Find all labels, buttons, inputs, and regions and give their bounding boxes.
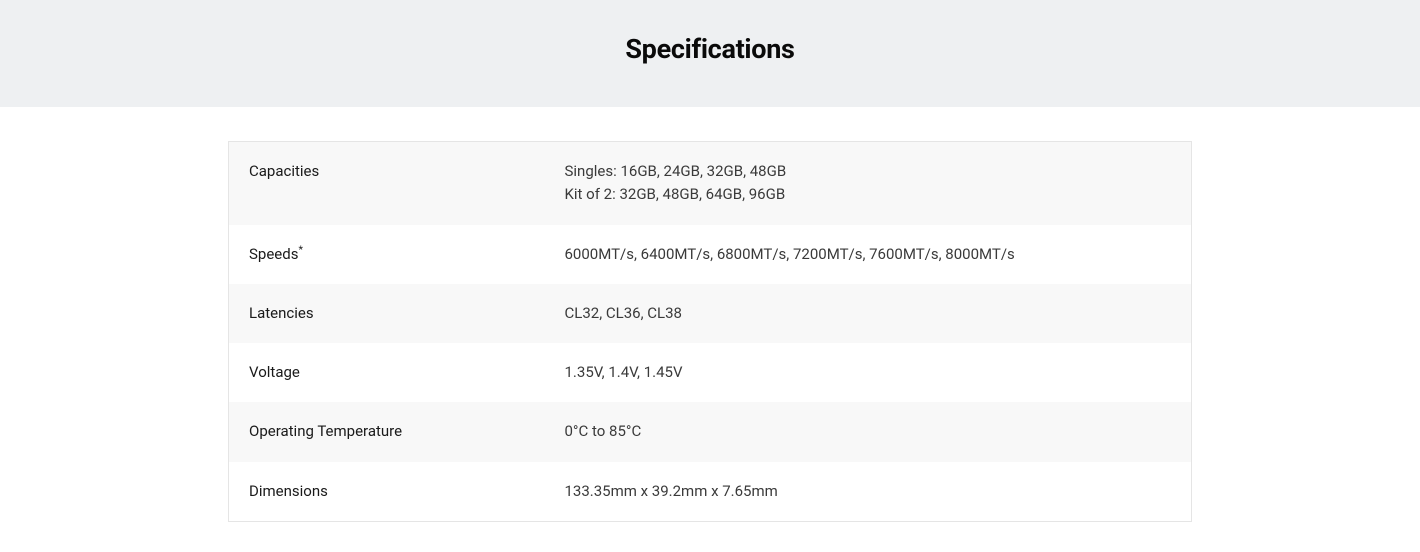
spec-label: Speeds*	[229, 225, 545, 284]
table-row: Voltage1.35V, 1.4V, 1.45V	[229, 343, 1192, 402]
spec-label: Voltage	[229, 343, 545, 402]
table-row: LatenciesCL32, CL36, CL38	[229, 284, 1192, 343]
spec-label-superscript: *	[298, 243, 303, 256]
spec-value: Singles: 16GB, 24GB, 32GB, 48GB Kit of 2…	[545, 142, 1192, 225]
page-title: Specifications	[625, 33, 794, 65]
spec-label: Dimensions	[229, 462, 545, 522]
table-row: Operating Temperature0°C to 85°C	[229, 402, 1192, 461]
table-row: Dimensions133.35mm x 39.2mm x 7.65mm	[229, 462, 1192, 522]
header-band: Specifications	[0, 0, 1420, 107]
spec-value: 133.35mm x 39.2mm x 7.65mm	[545, 462, 1192, 522]
table-row: Speeds*6000MT/s, 6400MT/s, 6800MT/s, 720…	[229, 225, 1192, 284]
spec-value: 1.35V, 1.4V, 1.45V	[545, 343, 1192, 402]
spec-table: CapacitiesSingles: 16GB, 24GB, 32GB, 48G…	[228, 141, 1192, 522]
spec-value: 6000MT/s, 6400MT/s, 6800MT/s, 7200MT/s, …	[545, 225, 1192, 284]
spec-table-container: CapacitiesSingles: 16GB, 24GB, 32GB, 48G…	[0, 107, 1420, 552]
spec-label: Latencies	[229, 284, 545, 343]
spec-value: 0°C to 85°C	[545, 402, 1192, 461]
spec-table-body: CapacitiesSingles: 16GB, 24GB, 32GB, 48G…	[229, 142, 1192, 522]
table-row: CapacitiesSingles: 16GB, 24GB, 32GB, 48G…	[229, 142, 1192, 225]
spec-label: Capacities	[229, 142, 545, 225]
spec-value: CL32, CL36, CL38	[545, 284, 1192, 343]
spec-label: Operating Temperature	[229, 402, 545, 461]
